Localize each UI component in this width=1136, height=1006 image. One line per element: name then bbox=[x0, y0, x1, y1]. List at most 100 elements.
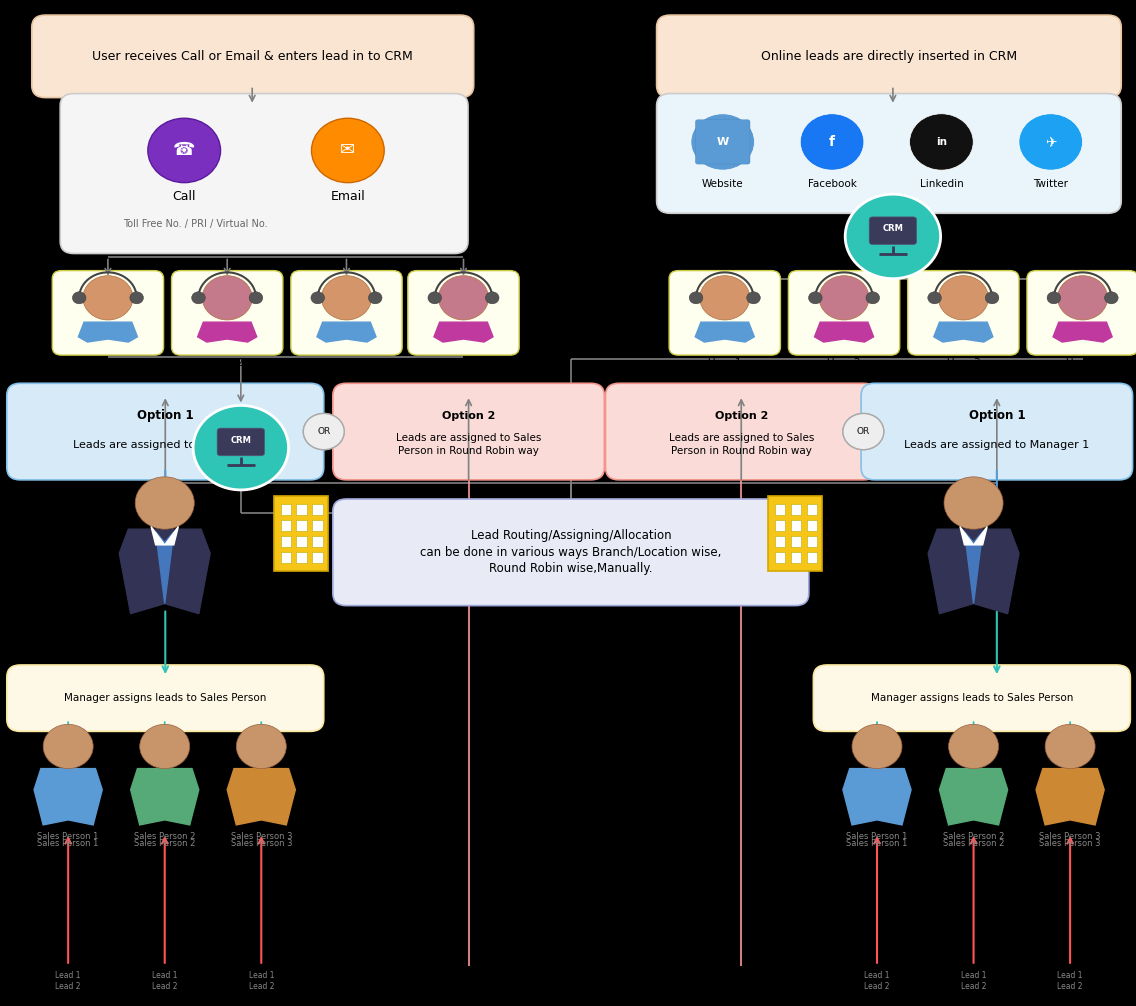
Text: Website: Website bbox=[702, 179, 744, 189]
Text: Sales Person 2: Sales Person 2 bbox=[134, 833, 195, 841]
FancyBboxPatch shape bbox=[60, 94, 468, 254]
FancyBboxPatch shape bbox=[791, 520, 801, 531]
Polygon shape bbox=[815, 322, 874, 342]
Polygon shape bbox=[939, 769, 1008, 825]
FancyBboxPatch shape bbox=[281, 552, 291, 563]
Circle shape bbox=[485, 292, 499, 304]
Text: ☎: ☎ bbox=[173, 142, 195, 159]
Circle shape bbox=[985, 292, 999, 304]
Polygon shape bbox=[151, 526, 165, 545]
Circle shape bbox=[690, 292, 703, 304]
Text: User receives Call or Email & enters lead in to CRM: User receives Call or Email & enters lea… bbox=[92, 50, 414, 62]
Polygon shape bbox=[934, 322, 993, 342]
Text: Sales Person 1: Sales Person 1 bbox=[846, 833, 908, 841]
Polygon shape bbox=[1036, 769, 1104, 825]
Text: User 1: User 1 bbox=[91, 358, 125, 368]
Circle shape bbox=[236, 724, 286, 769]
Text: Sales Person 2: Sales Person 2 bbox=[943, 839, 1004, 847]
Text: Call: Call bbox=[173, 190, 195, 203]
Circle shape bbox=[438, 276, 488, 320]
Text: Sales Person 3: Sales Person 3 bbox=[231, 833, 292, 841]
Text: Sales Person 3: Sales Person 3 bbox=[1039, 839, 1101, 847]
Text: Leads are assigned to Manager 1: Leads are assigned to Manager 1 bbox=[73, 440, 258, 450]
FancyBboxPatch shape bbox=[775, 520, 785, 531]
FancyBboxPatch shape bbox=[217, 429, 265, 456]
Text: Lead 1
Lead 2: Lead 1 Lead 2 bbox=[152, 971, 177, 991]
Text: in: in bbox=[936, 137, 947, 147]
Circle shape bbox=[249, 292, 262, 304]
Text: Email: Email bbox=[331, 190, 365, 203]
Text: User 2: User 2 bbox=[210, 358, 244, 368]
FancyBboxPatch shape bbox=[807, 504, 817, 515]
Circle shape bbox=[135, 477, 194, 529]
Text: Manager assigns leads to Sales Person: Manager assigns leads to Sales Person bbox=[870, 693, 1074, 703]
Circle shape bbox=[1058, 276, 1108, 320]
Text: User 1: User 1 bbox=[708, 358, 742, 368]
Circle shape bbox=[691, 114, 754, 170]
FancyBboxPatch shape bbox=[657, 15, 1121, 98]
Text: Sales Person 2: Sales Person 2 bbox=[134, 839, 195, 847]
Text: Sales Person 3: Sales Person 3 bbox=[1039, 833, 1101, 841]
Circle shape bbox=[1104, 292, 1118, 304]
FancyBboxPatch shape bbox=[296, 552, 307, 563]
Polygon shape bbox=[928, 529, 1019, 614]
Circle shape bbox=[43, 724, 93, 769]
Circle shape bbox=[809, 292, 822, 304]
FancyBboxPatch shape bbox=[861, 383, 1133, 480]
Polygon shape bbox=[131, 769, 199, 825]
Text: Sales Person 1: Sales Person 1 bbox=[37, 839, 99, 847]
Polygon shape bbox=[964, 532, 983, 604]
Text: Linkedin: Linkedin bbox=[919, 179, 963, 189]
Text: Lead 1
Lead 2: Lead 1 Lead 2 bbox=[864, 971, 889, 991]
Text: OR: OR bbox=[857, 428, 870, 436]
FancyBboxPatch shape bbox=[281, 520, 291, 531]
Polygon shape bbox=[119, 529, 210, 614]
Text: User 2: User 2 bbox=[827, 358, 861, 368]
Circle shape bbox=[819, 276, 869, 320]
Text: f: f bbox=[829, 135, 835, 149]
Polygon shape bbox=[34, 769, 102, 825]
Text: Leads are assigned to Sales
Person in Round Robin way: Leads are assigned to Sales Person in Ro… bbox=[396, 434, 541, 456]
Text: Lead 1
Lead 2: Lead 1 Lead 2 bbox=[56, 971, 81, 991]
Text: Leads are assigned to Manager 1: Leads are assigned to Manager 1 bbox=[904, 440, 1089, 450]
FancyBboxPatch shape bbox=[791, 536, 801, 547]
Text: Online leads are directly inserted in CRM: Online leads are directly inserted in CR… bbox=[761, 50, 1017, 62]
FancyBboxPatch shape bbox=[172, 271, 283, 355]
Circle shape bbox=[843, 413, 884, 450]
Text: ✉: ✉ bbox=[341, 142, 356, 159]
Circle shape bbox=[700, 276, 750, 320]
Text: User 4: User 4 bbox=[1066, 358, 1100, 368]
Polygon shape bbox=[843, 769, 911, 825]
FancyBboxPatch shape bbox=[807, 552, 817, 563]
Polygon shape bbox=[434, 322, 493, 342]
FancyBboxPatch shape bbox=[695, 120, 750, 164]
Text: Sales Person 2: Sales Person 2 bbox=[943, 833, 1004, 841]
FancyBboxPatch shape bbox=[7, 383, 324, 480]
FancyBboxPatch shape bbox=[296, 520, 307, 531]
FancyBboxPatch shape bbox=[605, 383, 877, 480]
Circle shape bbox=[311, 119, 384, 183]
FancyBboxPatch shape bbox=[813, 665, 1130, 731]
Text: User 3: User 3 bbox=[329, 358, 364, 368]
Circle shape bbox=[928, 292, 942, 304]
Polygon shape bbox=[974, 526, 987, 545]
Polygon shape bbox=[198, 322, 257, 342]
Circle shape bbox=[910, 114, 974, 170]
FancyBboxPatch shape bbox=[52, 271, 164, 355]
Text: Leads are assigned to Sales
Person in Round Robin way: Leads are assigned to Sales Person in Ro… bbox=[669, 434, 813, 456]
Text: Sales Person 1: Sales Person 1 bbox=[37, 833, 99, 841]
FancyBboxPatch shape bbox=[7, 665, 324, 731]
Circle shape bbox=[938, 276, 988, 320]
Text: W: W bbox=[717, 137, 729, 147]
Text: CRM: CRM bbox=[883, 224, 903, 233]
Circle shape bbox=[193, 405, 289, 490]
Text: OR: OR bbox=[317, 428, 331, 436]
Circle shape bbox=[130, 292, 143, 304]
Text: Sales Person 3: Sales Person 3 bbox=[231, 839, 292, 847]
FancyBboxPatch shape bbox=[807, 520, 817, 531]
FancyBboxPatch shape bbox=[281, 504, 291, 515]
Text: Facebook: Facebook bbox=[808, 179, 857, 189]
Polygon shape bbox=[960, 526, 974, 545]
FancyBboxPatch shape bbox=[291, 271, 402, 355]
FancyBboxPatch shape bbox=[807, 536, 817, 547]
